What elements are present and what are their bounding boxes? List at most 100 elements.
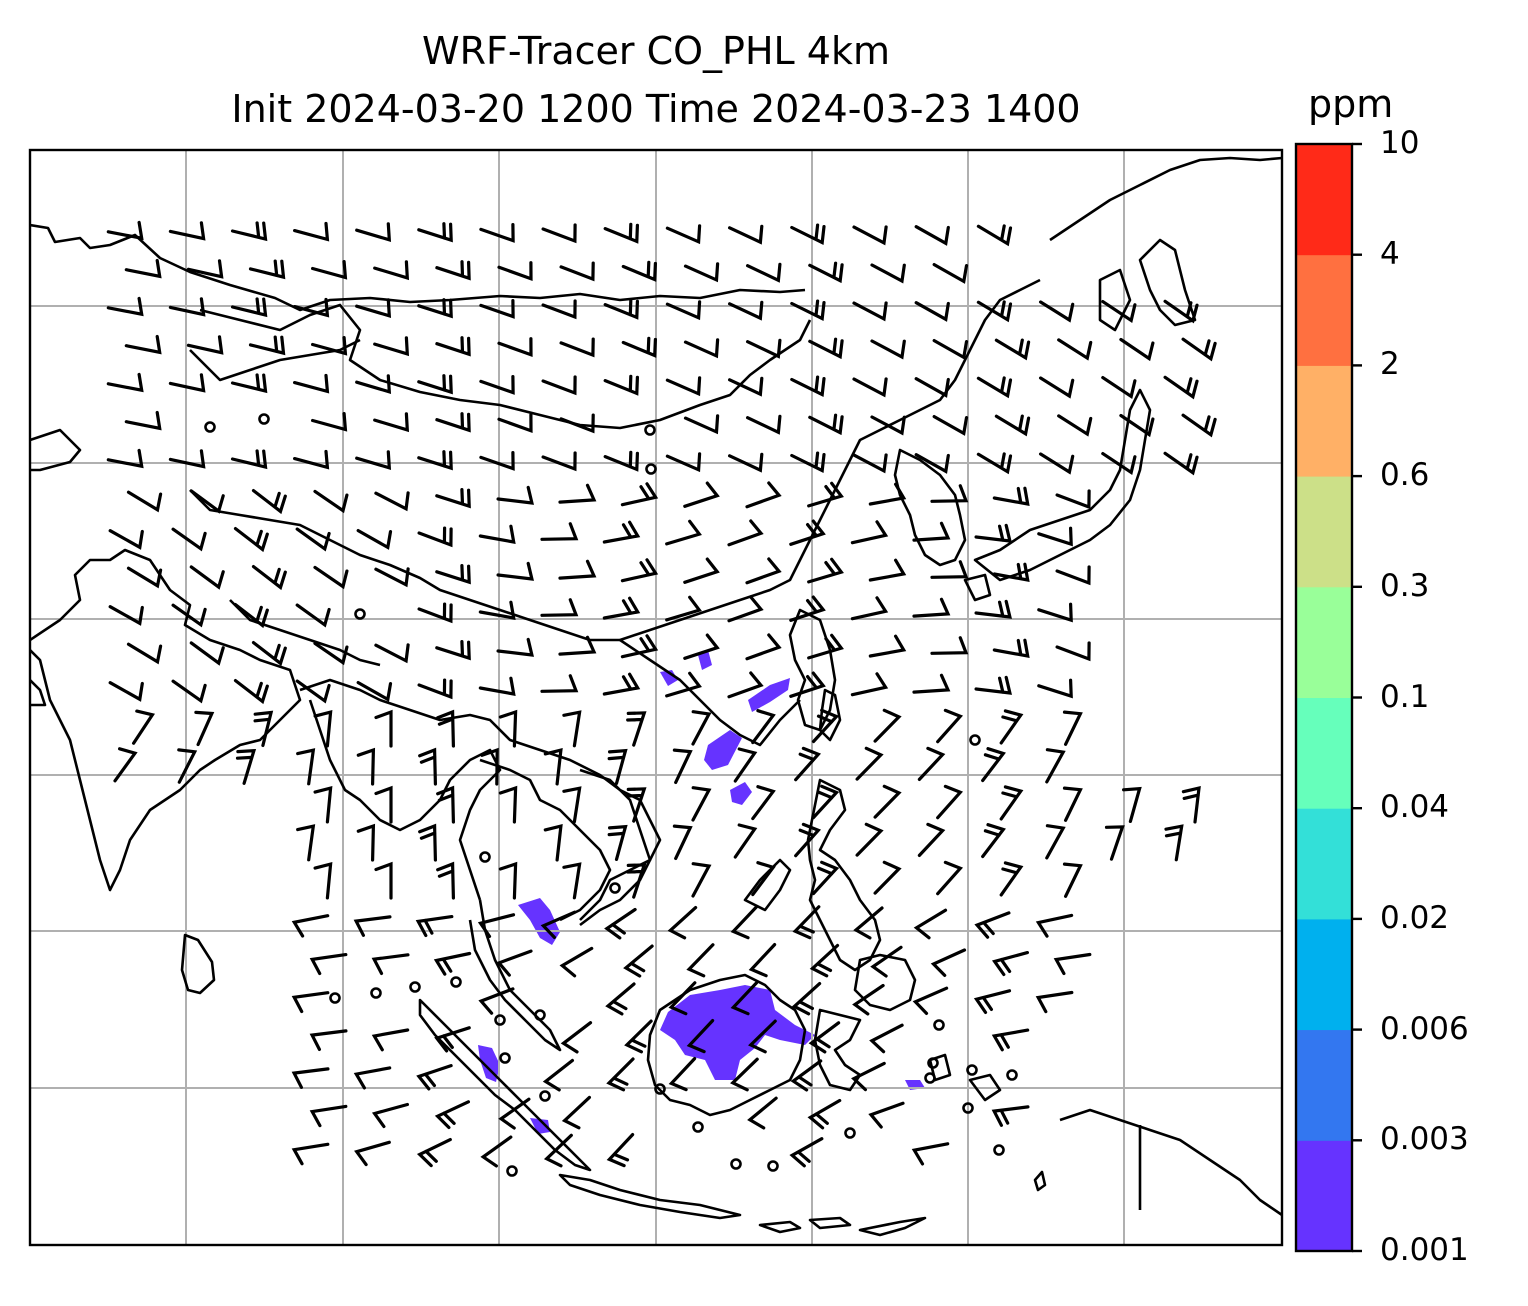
wind-barb <box>106 372 144 393</box>
wind-barb <box>373 412 410 433</box>
wind-barb <box>1062 786 1083 822</box>
wind-barb <box>914 301 950 322</box>
wind-barb <box>620 634 659 659</box>
wind-barb <box>235 748 257 785</box>
wind-barb <box>1053 952 1092 976</box>
wind-barb <box>1045 748 1066 784</box>
wind-barb <box>417 526 453 548</box>
wind-barb <box>124 410 162 431</box>
wind-barb <box>603 374 639 396</box>
wind-barb <box>728 376 764 397</box>
wind-barb <box>374 643 410 664</box>
wind-barb <box>789 595 826 622</box>
wind-barb <box>603 298 639 320</box>
wind-barb <box>976 224 1013 247</box>
tracer-blob-coast <box>748 678 790 712</box>
coast-palawan <box>743 858 792 912</box>
wind-barb <box>124 334 162 355</box>
wind-barb <box>253 710 274 748</box>
wind-barb <box>807 633 844 660</box>
wind-barb <box>746 414 782 435</box>
wind-barb <box>791 982 822 1016</box>
wind-barb <box>418 747 437 786</box>
coast-philippines-luzon <box>788 608 837 732</box>
wind-barb <box>667 906 698 940</box>
calm-wind-circle <box>654 1083 666 1095</box>
wind-barb <box>434 1026 471 1053</box>
wind-barb <box>106 448 144 469</box>
wind-barb <box>1181 413 1217 438</box>
wind-barb <box>168 373 206 393</box>
wind-barb <box>295 679 331 704</box>
calm-wind-circle <box>539 1090 551 1102</box>
wind-barb <box>171 679 207 704</box>
tracer-blob-north2 <box>698 650 712 670</box>
border-nepal <box>229 599 381 667</box>
wind-barb <box>291 991 330 1014</box>
wind-barb <box>1163 451 1199 476</box>
wind-barb <box>248 335 286 356</box>
wind-barb <box>869 1023 904 1054</box>
wind-barb <box>479 451 515 471</box>
wind-barb <box>789 519 826 546</box>
calm-wind-circle <box>450 976 462 988</box>
wind-barb <box>932 415 969 436</box>
wind-barb <box>353 915 392 937</box>
wind-barb <box>691 710 712 746</box>
wind-barb <box>230 449 268 470</box>
wind-barb <box>607 824 628 861</box>
wind-barb <box>728 300 764 321</box>
coast-malay-peninsula <box>468 899 562 1052</box>
colorbar-tick-label: 0.006 <box>1380 1010 1469 1047</box>
wind-barb <box>1035 990 1074 1014</box>
coast-lesser-sunda <box>758 1216 927 1237</box>
wind-barb <box>541 451 577 472</box>
wind-barb <box>807 481 844 508</box>
wind-barb <box>730 981 759 1016</box>
calm-wind-circle <box>966 1064 978 1076</box>
wind-barb <box>811 860 840 896</box>
wind-barb <box>930 484 969 503</box>
wind-barb <box>626 711 647 747</box>
wind-barb <box>981 747 1006 783</box>
wind-barb <box>747 1096 778 1130</box>
wind-barb <box>665 671 702 698</box>
wind-barb <box>355 374 392 394</box>
wind-barb <box>106 220 144 241</box>
wind-barb <box>868 1101 905 1129</box>
wind-barb <box>1119 413 1155 438</box>
wind-barb <box>313 709 333 748</box>
wind-barb <box>291 914 330 938</box>
wind-barb <box>850 520 889 545</box>
wind-barb <box>433 951 472 976</box>
wind-barb <box>912 986 949 1015</box>
wind-barb <box>686 943 715 978</box>
colorbar-segment <box>1296 1140 1352 1252</box>
border-seasia <box>299 678 662 921</box>
calm-wind-circle <box>204 421 216 433</box>
wind-barb <box>665 452 702 473</box>
wind-barb <box>293 297 330 318</box>
wind-barb <box>870 415 906 436</box>
wind-barb <box>852 983 885 1016</box>
wind-barb <box>106 296 144 317</box>
wind-barb <box>498 785 518 824</box>
wind-barb <box>870 263 906 284</box>
wind-barb <box>309 1104 348 1128</box>
wind-barb <box>603 222 639 244</box>
calm-wind-circle <box>645 463 657 475</box>
calm-wind-circle <box>609 882 621 894</box>
wind-barb <box>436 785 455 824</box>
coast-russia-far-east <box>1049 156 1282 242</box>
wind-barb <box>189 489 225 514</box>
colorbar-segment <box>1296 254 1352 366</box>
wind-barb <box>498 861 518 900</box>
wind-barb <box>851 1061 886 1092</box>
wind-barb <box>124 258 162 279</box>
wind-barb <box>1037 602 1073 623</box>
wind-barb <box>794 822 822 858</box>
wind-barb <box>1062 710 1083 746</box>
colorbar-tick-label: 0.001 <box>1380 1232 1469 1268</box>
wind-barb <box>790 375 826 397</box>
wind-barb <box>417 222 453 243</box>
